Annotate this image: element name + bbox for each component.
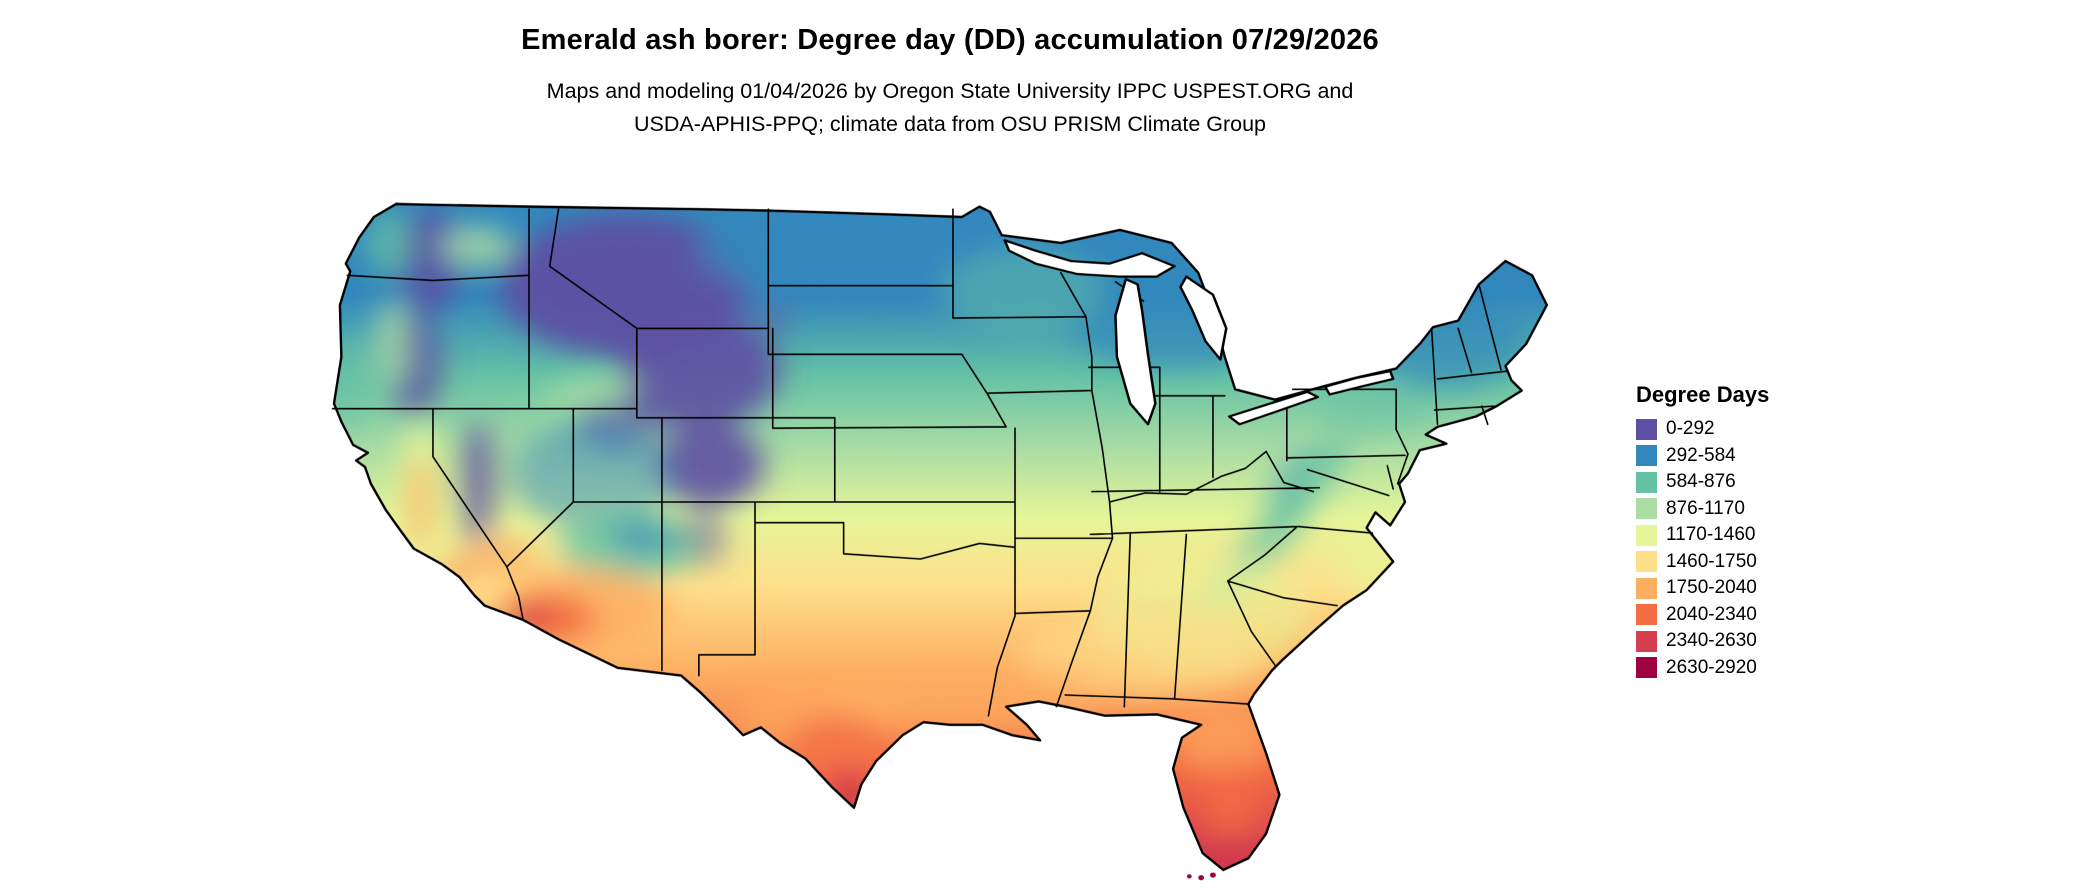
legend-swatch	[1636, 445, 1657, 466]
legend-item: 0-292	[1636, 418, 1769, 440]
page-title: Emerald ash borer: Degree day (DD) accum…	[521, 24, 1379, 56]
figure-subtitle: Maps and modeling 01/04/2026 by Oregon S…	[0, 75, 1900, 141]
legend-swatch	[1636, 498, 1657, 519]
legend-label: 2340-2630	[1666, 630, 1757, 651]
florida-keys	[1186, 872, 1216, 881]
legend-item: 2040-2340	[1636, 604, 1769, 626]
legend-swatch	[1636, 577, 1657, 599]
legend-swatch	[1636, 604, 1657, 625]
legend-swatch	[1636, 471, 1657, 493]
legend-label: 876-1170	[1666, 497, 1745, 519]
legend-item: 2630-2920	[1636, 657, 1769, 679]
figure-header: Emerald ash borer: Degree day (DD) accum…	[0, 24, 1900, 141]
legend-item: 1750-2040	[1636, 577, 1769, 599]
legend-label: 1170-1460	[1666, 524, 1756, 545]
legend-item: 2340-2630	[1636, 630, 1769, 652]
legend-item: 584-876	[1636, 471, 1769, 493]
subtitle-line-2: USDA-APHIS-PPQ; climate data from OSU PR…	[633, 112, 1267, 136]
great-lakes	[1003, 239, 1395, 426]
legend-label: 0-292	[1666, 418, 1715, 439]
degree-day-raster	[333, 204, 1547, 870]
subtitle-line-1: Maps and modeling 01/04/2026 by Oregon S…	[546, 79, 1354, 103]
legend-label: 2040-2340	[1666, 603, 1757, 625]
us-degree-day-map	[300, 182, 1600, 881]
legend-swatch	[1636, 418, 1657, 440]
legend-swatch	[1636, 551, 1657, 572]
legend-swatch	[1636, 657, 1657, 678]
legend-item: 1460-1750	[1636, 551, 1769, 573]
legend-label: 2630-2920	[1666, 656, 1757, 678]
degree-days-legend: Degree Days 0-292 292-584 584-876 876-11…	[1636, 382, 1769, 683]
legend-swatch	[1636, 524, 1657, 546]
legend-label: 1750-2040	[1666, 577, 1757, 598]
legend-label: 584-876	[1666, 471, 1736, 492]
state-boundaries	[333, 209, 1507, 716]
legend-item: 1170-1460	[1636, 524, 1769, 546]
legend-swatch	[1636, 630, 1657, 652]
legend-title: Degree Days	[1636, 382, 1770, 407]
legend-label: 292-584	[1666, 444, 1736, 466]
legend-label: 1460-1750	[1666, 550, 1757, 572]
legend-item: 876-1170	[1636, 498, 1769, 520]
legend-item: 292-584	[1636, 445, 1769, 467]
